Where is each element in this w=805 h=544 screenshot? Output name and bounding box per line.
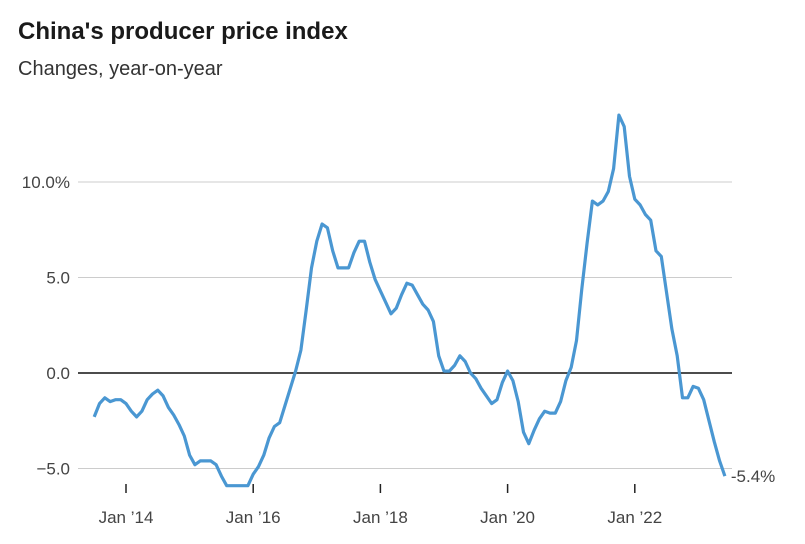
y-tick-label: 5.0 xyxy=(46,269,70,288)
end-value-label: -5.4% xyxy=(731,467,775,486)
y-tick-label: 0.0 xyxy=(46,364,70,383)
x-tick-label: Jan ’20 xyxy=(480,508,535,527)
ppi-series-line xyxy=(92,113,727,488)
x-tick-label: Jan ’18 xyxy=(353,508,408,527)
chart-subtitle: Changes, year-on-year xyxy=(18,58,223,80)
x-tick-label: Jan ’16 xyxy=(226,508,281,527)
chart-title: China's producer price index xyxy=(18,18,348,45)
y-tick-label: 10.0% xyxy=(22,173,70,192)
x-tick-label: Jan ’14 xyxy=(99,508,154,527)
y-tick-label: −5.0 xyxy=(36,460,70,479)
x-tick-label: Jan ’22 xyxy=(607,508,662,527)
